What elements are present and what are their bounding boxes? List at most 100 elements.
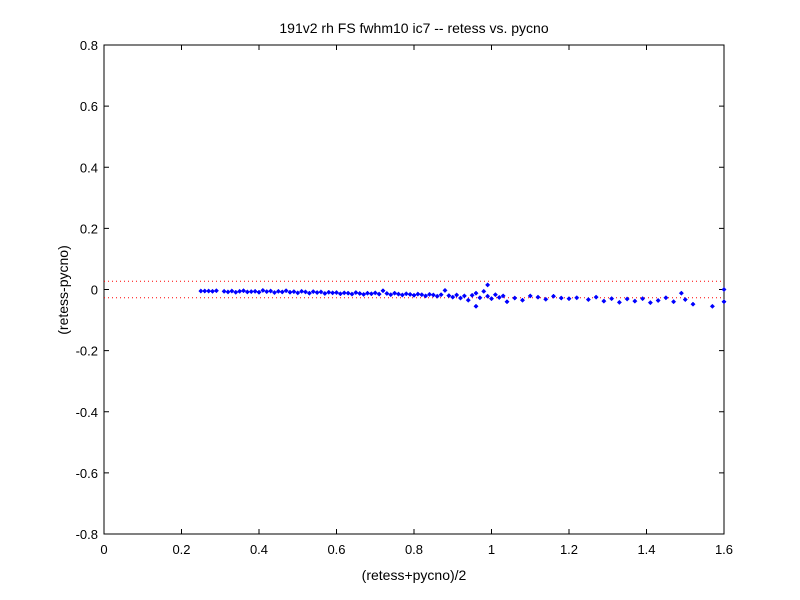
data-point <box>709 303 715 309</box>
data-point <box>326 289 332 295</box>
data-point <box>663 295 669 301</box>
data-point <box>473 303 479 309</box>
data-point <box>527 293 533 299</box>
data-point <box>438 292 444 298</box>
data-point <box>271 290 278 296</box>
data-point <box>275 288 281 294</box>
data-point <box>268 288 274 294</box>
plot-area <box>103 44 725 535</box>
data-point <box>488 296 495 302</box>
data-point <box>202 288 208 294</box>
data-point <box>260 287 266 293</box>
data-point <box>671 299 677 305</box>
data-point <box>640 296 646 302</box>
data-point <box>291 289 297 295</box>
data-point <box>415 291 421 297</box>
data-point <box>376 291 382 297</box>
data-point <box>206 288 212 294</box>
x-tick-label: 1 <box>488 542 495 557</box>
data-point <box>446 293 452 299</box>
data-point <box>395 291 402 297</box>
reference-lines <box>104 280 724 299</box>
data-point <box>333 290 340 296</box>
data-point <box>647 300 653 306</box>
data-point <box>256 289 262 295</box>
x-tick-label: 0.8 <box>405 542 423 557</box>
data-point <box>461 293 467 299</box>
data-point <box>566 296 572 302</box>
y-tick-label: 0.6 <box>80 99 98 114</box>
data-point <box>411 292 417 298</box>
data-point <box>240 288 247 294</box>
data-point <box>380 288 386 294</box>
data-point <box>221 288 227 294</box>
data-point <box>306 290 312 296</box>
x-tick-label: 0 <box>100 542 107 557</box>
data-point <box>442 287 448 293</box>
data-point <box>423 293 429 299</box>
x-tick-label: 1.6 <box>715 542 733 557</box>
data-point <box>593 294 599 300</box>
data-point <box>682 297 688 303</box>
data-point <box>450 294 456 300</box>
x-tick-label: 0.6 <box>327 542 345 557</box>
y-tick-label: -0.2 <box>76 344 98 359</box>
data-point <box>504 299 510 305</box>
data-point <box>388 292 394 298</box>
data-point <box>353 290 359 296</box>
data-point <box>609 296 615 302</box>
y-tick-label: 0.8 <box>80 38 98 53</box>
data-point <box>403 291 409 297</box>
data-point <box>384 290 390 297</box>
y-tick-label: 0.4 <box>80 160 98 175</box>
data-point <box>465 297 471 303</box>
data-point <box>283 288 289 294</box>
x-tick-label: 0.4 <box>250 542 268 557</box>
data-point <box>392 290 398 296</box>
data-point <box>225 289 231 295</box>
data-point <box>341 290 347 296</box>
data-point <box>721 286 727 293</box>
data-point <box>248 289 254 295</box>
data-points <box>198 282 727 309</box>
x-tick-label: 1.4 <box>637 542 655 557</box>
y-tick-label: 0.2 <box>80 221 98 236</box>
data-point <box>426 291 433 297</box>
data-point <box>512 295 518 301</box>
chart-title: 191v2 rh FS fwhm10 ic7 -- retess vs. pyc… <box>279 20 548 36</box>
data-point <box>492 292 498 298</box>
data-point <box>485 293 491 299</box>
data-point <box>543 296 549 302</box>
data-point <box>372 290 378 296</box>
data-point <box>690 301 696 307</box>
axis-ticks: 0 0.2 0.4 0.6 0.8 1 1.2 1.4 1.6 0.8 0.6 0.4 0.2 0 -0.2… <box>76 38 733 557</box>
data-point <box>361 291 367 297</box>
data-point <box>721 299 727 305</box>
data-point <box>364 290 371 296</box>
data-point <box>477 295 483 301</box>
data-point <box>574 295 580 301</box>
data-point <box>302 289 309 295</box>
data-point <box>454 292 460 298</box>
data-point <box>407 291 413 297</box>
data-point <box>434 293 440 299</box>
data-point <box>678 290 684 296</box>
x-tick-label: 0.2 <box>172 542 190 557</box>
data-point <box>655 297 661 304</box>
data-point <box>473 290 479 296</box>
data-point <box>233 289 239 295</box>
data-point <box>299 288 305 294</box>
data-point <box>310 289 316 295</box>
data-point <box>469 292 475 298</box>
data-point <box>399 292 405 298</box>
data-point <box>322 290 328 297</box>
data-point <box>252 288 258 294</box>
y-tick-label: -0.4 <box>76 405 98 420</box>
data-point <box>229 288 235 294</box>
y-axis-label: (retess-pycno) <box>55 245 71 334</box>
x-tick-label: 1.2 <box>560 542 578 557</box>
data-point <box>337 291 343 297</box>
data-point <box>485 282 491 288</box>
data-point <box>496 294 502 300</box>
